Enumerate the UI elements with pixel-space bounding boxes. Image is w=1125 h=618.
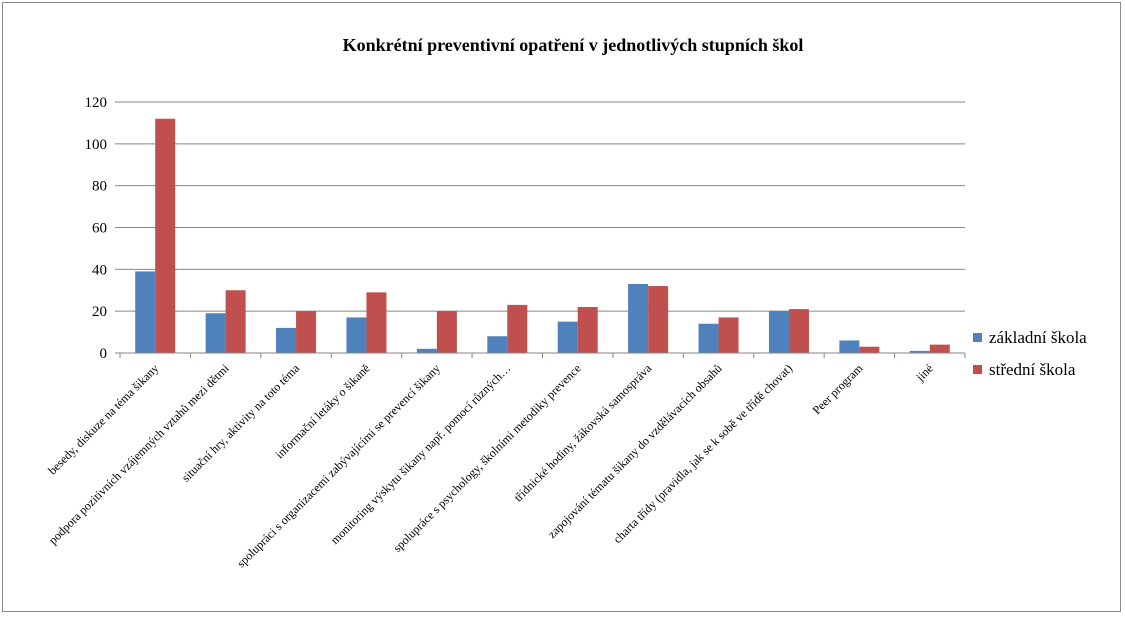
y-tick-label: 0 xyxy=(100,346,108,362)
bar-zakladni xyxy=(276,327,297,353)
y-tick-label: 20 xyxy=(92,304,107,320)
bar-zakladni xyxy=(135,271,156,353)
bar-zakladni xyxy=(909,350,930,353)
bar-zakladni xyxy=(768,311,789,353)
legend-swatch xyxy=(973,333,982,342)
bar-stredni xyxy=(929,344,950,353)
bar-stredni xyxy=(859,346,880,353)
bar-stredni xyxy=(788,309,809,353)
bar-stredni xyxy=(436,311,457,353)
bar-stredni xyxy=(366,292,387,353)
x-category-label: situační hry, aktivity na toto téma xyxy=(179,361,303,485)
x-category-label: třídnické hodiny, žákovská samospráva xyxy=(511,361,655,505)
legend-label: střední škola xyxy=(989,360,1076,379)
chart-title: Konkrétní preventivní opatření v jednotl… xyxy=(343,35,804,55)
bar-zakladni xyxy=(557,321,578,353)
legend-label: základní škola xyxy=(989,328,1087,347)
legend: základní škola střední škola xyxy=(973,328,1087,379)
bar-zakladni xyxy=(416,348,437,353)
bar-stredni xyxy=(155,118,176,353)
x-category-label: Peer program xyxy=(810,361,866,417)
x-category-label: besedy, diskuze na téma šikany xyxy=(45,361,161,477)
bar-stredni xyxy=(577,306,598,353)
y-tick-label: 60 xyxy=(92,221,107,237)
bar-zakladni xyxy=(628,283,649,353)
bar-zakladni xyxy=(839,340,860,353)
chart-svg: Konkrétní preventivní opatření v jednotl… xyxy=(45,35,1087,570)
legend-swatch xyxy=(973,365,982,374)
bar-zakladni xyxy=(487,336,508,353)
bar-stredni xyxy=(296,311,317,353)
gridlines xyxy=(120,101,965,312)
y-tick-label: 100 xyxy=(85,137,108,153)
bar-stredni xyxy=(648,286,669,353)
x-category-label: jiné xyxy=(913,361,936,384)
y-tick-label: 120 xyxy=(85,95,108,111)
bars xyxy=(135,118,950,353)
axes: 0 20 40 60 80 100 120 besedy, diskuze na téma š… xyxy=(45,95,966,570)
bar-stredni xyxy=(507,304,528,353)
bar-stredni xyxy=(225,290,246,353)
bar-zakladni xyxy=(698,323,719,353)
bar-stredni xyxy=(718,317,739,353)
y-tick-label: 40 xyxy=(92,262,107,278)
bar-zakladni xyxy=(346,317,367,353)
y-tick-label: 80 xyxy=(92,179,107,195)
bar-zakladni xyxy=(205,313,226,353)
